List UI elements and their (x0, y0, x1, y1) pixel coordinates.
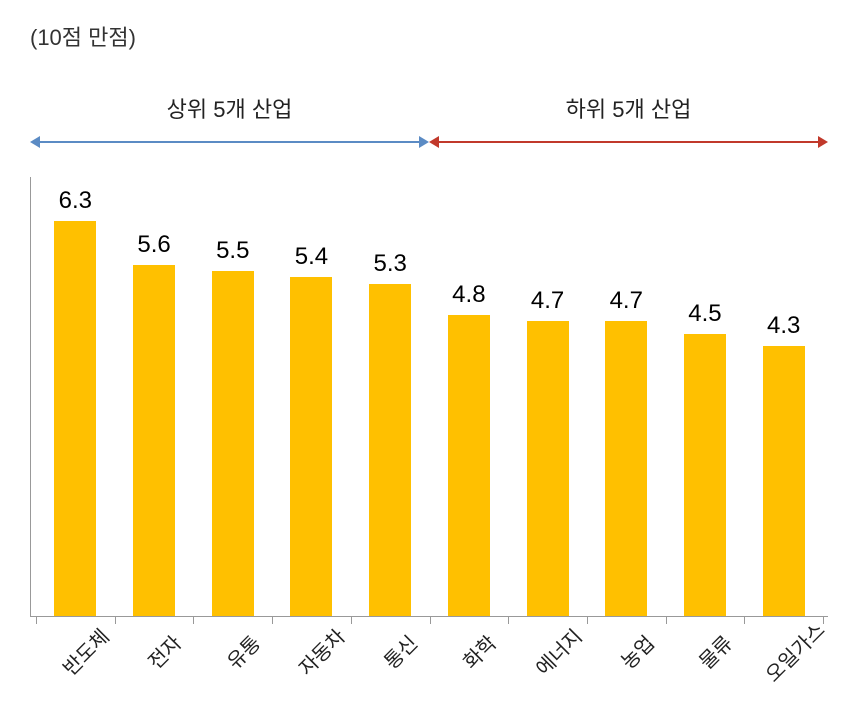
group-arrows-row (30, 132, 828, 152)
x-label-slot: 통신 (350, 627, 429, 656)
x-axis-tick (193, 616, 194, 624)
top5-group-label: 상위 5개 산업 (30, 92, 429, 124)
x-axis-category-label: 반도체 (55, 621, 115, 681)
bar-slot: 4.7 (587, 177, 666, 616)
chart-subtitle: (10점 만점) (30, 20, 828, 52)
group-labels-row: 상위 5개 산업 하위 5개 산업 (30, 92, 828, 124)
bar-slot: 4.5 (666, 177, 745, 616)
x-axis-category-label: 물류 (692, 628, 739, 675)
x-axis-category-label: 통신 (377, 628, 424, 675)
x-axis-tick (823, 616, 824, 624)
bar (763, 346, 805, 616)
x-axis-tick (272, 616, 273, 624)
x-axis-tick (351, 616, 352, 624)
x-label-slot: 전자 (114, 627, 193, 656)
bar-slot: 4.8 (430, 177, 509, 616)
bar-slot: 5.4 (272, 177, 351, 616)
x-label-slot: 화학 (429, 627, 508, 656)
x-axis-category-label: 에너지 (528, 621, 588, 681)
x-label-slot: 농업 (587, 627, 666, 656)
bar-value-label: 4.3 (767, 312, 800, 340)
x-label-slot: 반도체 (35, 627, 114, 656)
top5-arrow (30, 132, 429, 152)
bar (448, 315, 490, 616)
x-label-slot: 유통 (193, 627, 272, 656)
bar-slot: 5.5 (193, 177, 272, 616)
bar (212, 271, 254, 616)
x-axis-tick (587, 616, 588, 624)
bottom5-group-label: 하위 5개 산업 (429, 92, 828, 124)
x-axis-tick (744, 616, 745, 624)
bar-value-label: 5.3 (373, 250, 406, 278)
bar-slot: 4.7 (508, 177, 587, 616)
bar (133, 265, 175, 616)
x-label-slot: 오일가스 (744, 627, 823, 656)
bar-value-label: 4.7 (531, 287, 564, 315)
x-axis-category-label: 전자 (140, 628, 187, 675)
x-axis-tick (508, 616, 509, 624)
x-axis-category-label: 농업 (613, 628, 660, 675)
bar-slot: 4.3 (744, 177, 823, 616)
bar-slot: 6.3 (36, 177, 115, 616)
bar-value-label: 5.5 (216, 237, 249, 265)
bar-value-label: 4.7 (610, 287, 643, 315)
arrow-head-right-icon (818, 136, 828, 148)
arrow-line (437, 141, 820, 143)
bar-value-label: 6.3 (59, 187, 92, 215)
x-axis-category-label: 유통 (219, 628, 266, 675)
x-axis-category-label: 오일가스 (758, 615, 831, 688)
bar (527, 321, 569, 616)
x-axis-tick (430, 616, 431, 624)
bar-value-label: 5.6 (137, 231, 170, 259)
x-label-slot: 자동차 (271, 627, 350, 656)
x-axis-tick (115, 616, 116, 624)
x-axis-tick (36, 616, 37, 624)
bar-value-label: 5.4 (295, 243, 328, 271)
bar-slot: 5.6 (115, 177, 194, 616)
x-axis-labels: 반도체전자유통자동차통신화학에너지농업물류오일가스 (30, 627, 828, 656)
x-axis-tick (666, 616, 667, 624)
bar (54, 221, 96, 616)
bar (290, 277, 332, 616)
arrow-line (38, 141, 421, 143)
x-axis-category-label: 자동차 (291, 621, 351, 681)
arrow-head-right-icon (419, 136, 429, 148)
bar-value-label: 4.8 (452, 281, 485, 309)
bar (684, 334, 726, 616)
bottom5-arrow (429, 132, 828, 152)
bar-slot: 5.3 (351, 177, 430, 616)
bar (369, 284, 411, 616)
x-axis-category-label: 화학 (455, 628, 502, 675)
bar (605, 321, 647, 616)
x-label-slot: 에너지 (508, 627, 587, 656)
bar-chart-area: 6.3 5.6 5.5 5.4 5.3 4.8 4.7 4.7 4.5 4.3 (30, 177, 828, 617)
x-label-slot: 물류 (665, 627, 744, 656)
bar-value-label: 4.5 (688, 300, 721, 328)
